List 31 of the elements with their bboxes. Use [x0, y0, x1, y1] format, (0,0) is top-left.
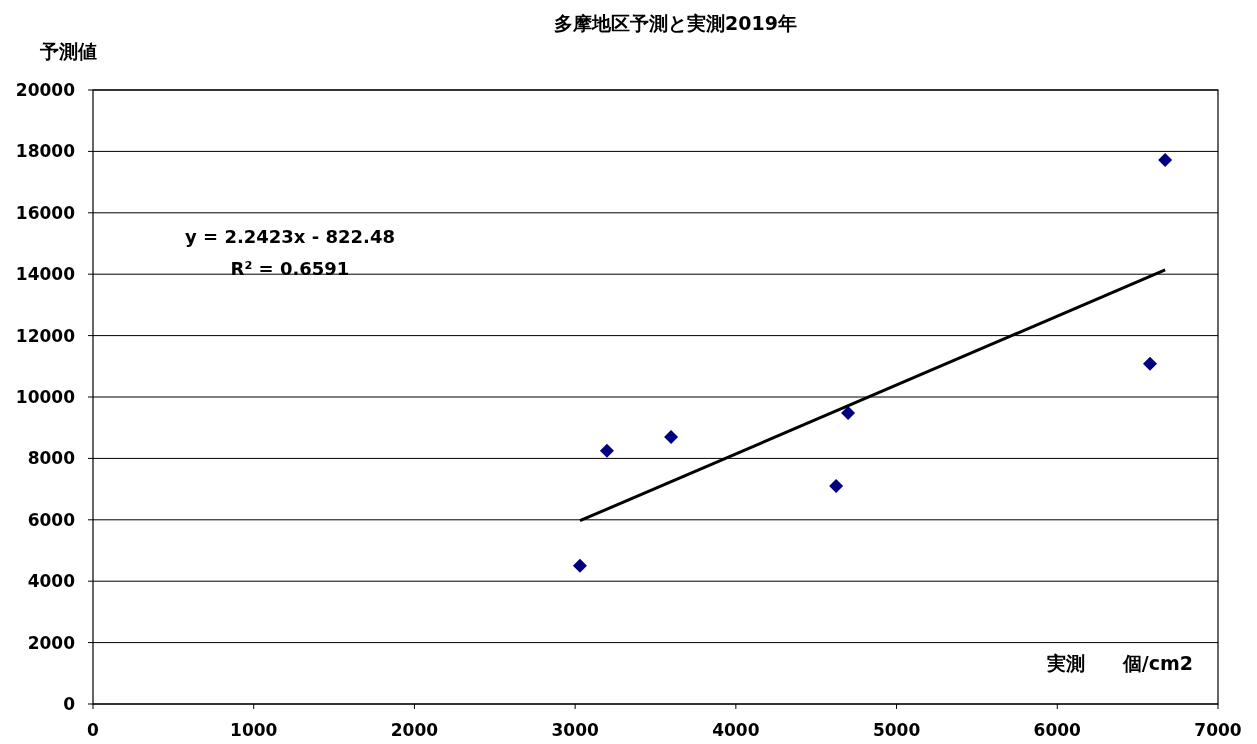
annotation: R² = 0.6591	[230, 258, 350, 279]
point	[841, 405, 856, 420]
x-tick-label: 5000	[872, 720, 921, 740]
y-tick-label: 16000	[15, 202, 76, 223]
x-tick-label: 0	[87, 720, 100, 740]
x-tick-label: 6000	[1033, 720, 1082, 740]
point	[664, 429, 679, 444]
y-tick-label: 10000	[15, 387, 76, 407]
x-tick-label: 3000	[551, 720, 599, 740]
y-tick-label: 6000	[27, 509, 76, 530]
y-tick-label: 0	[63, 694, 76, 714]
point	[1158, 153, 1173, 167]
point	[1143, 356, 1158, 371]
chart-title: 多摩地区予測と実測2019年	[554, 12, 797, 34]
annotation: y = 2.2423x - 822.48	[185, 226, 395, 247]
x-axis-title: 実測 個/cm2	[1045, 652, 1193, 674]
point	[572, 558, 587, 573]
x-tick-label: 4000	[712, 720, 760, 740]
y-tick-label: 18000	[15, 141, 76, 162]
x-tick-label: 1000	[230, 720, 278, 740]
y-tick-label: 2000	[27, 632, 76, 653]
y-tick-label: 14000	[15, 264, 76, 285]
point	[829, 479, 844, 494]
y-tick-label: 12000	[15, 325, 76, 346]
y-tick-label: 4000	[27, 571, 76, 592]
y-tick-label: 20000	[15, 80, 76, 100]
point	[599, 443, 614, 458]
y-tick-label: 8000	[27, 448, 76, 469]
y-axis-title: 予測値	[39, 40, 97, 62]
x-tick-label: 2000	[390, 720, 439, 740]
x-tick-label: 7000	[1194, 720, 1242, 740]
